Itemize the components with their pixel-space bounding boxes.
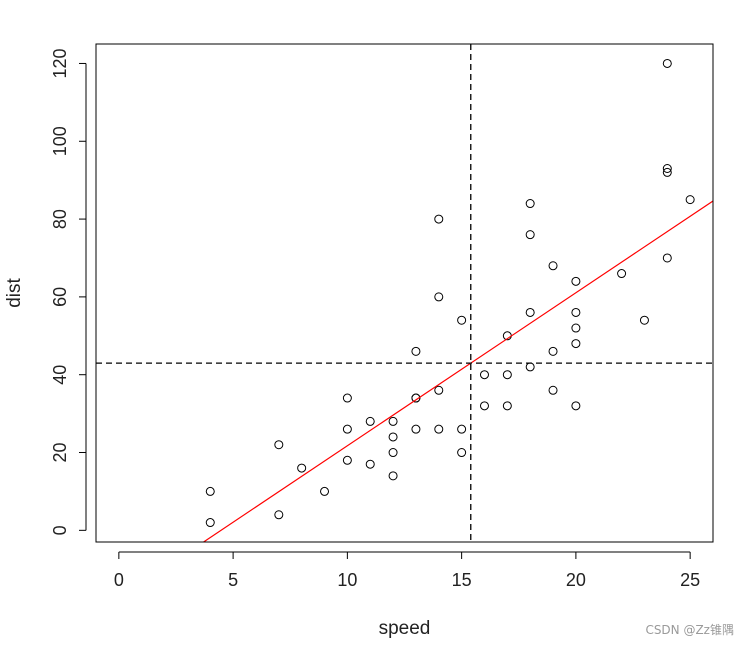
y-tick-label: 80 xyxy=(50,209,70,229)
data-point xyxy=(662,58,672,68)
x-tick-label: 5 xyxy=(228,570,238,590)
x-axis: 0 5 10 15 20 25 xyxy=(114,551,700,590)
y-tick-label: 20 xyxy=(50,443,70,463)
x-tick-label: 25 xyxy=(680,570,700,590)
y-tick-label: 120 xyxy=(50,48,70,78)
data-point xyxy=(365,459,375,469)
y-tick-label: 100 xyxy=(50,126,70,156)
data-point xyxy=(297,463,307,473)
points-layer xyxy=(205,58,695,528)
data-point xyxy=(388,432,398,442)
data-point xyxy=(571,401,581,411)
data-point xyxy=(388,416,398,426)
y-axis-title: dist xyxy=(4,278,25,308)
data-point xyxy=(205,518,215,528)
data-point xyxy=(434,424,444,434)
data-point xyxy=(571,307,581,317)
data-point xyxy=(457,448,467,458)
watermark: CSDN @Zz锥隅 xyxy=(645,623,734,637)
y-tick-label: 0 xyxy=(50,525,70,535)
data-point xyxy=(342,424,352,434)
data-point xyxy=(342,455,352,465)
data-point xyxy=(434,214,444,224)
data-point xyxy=(548,346,558,356)
data-point xyxy=(502,370,512,380)
data-point xyxy=(685,195,695,205)
y-axis: 0 20 40 60 80 100 120 xyxy=(50,48,87,535)
data-point xyxy=(548,261,558,271)
data-point xyxy=(411,424,421,434)
x-tick-label: 10 xyxy=(337,570,357,590)
plot-frame xyxy=(95,43,714,543)
data-point xyxy=(662,164,672,173)
regression-line xyxy=(202,200,713,542)
data-point xyxy=(639,315,649,325)
data-point xyxy=(662,167,672,177)
data-point xyxy=(411,346,421,356)
data-point xyxy=(434,385,444,395)
x-tick-label: 20 xyxy=(566,570,586,590)
data-point xyxy=(617,269,627,279)
data-point xyxy=(571,339,581,349)
data-point xyxy=(411,393,421,403)
data-point xyxy=(388,471,398,481)
data-point xyxy=(525,307,535,317)
data-point xyxy=(525,230,535,240)
data-point xyxy=(571,323,581,333)
data-point xyxy=(662,253,672,263)
data-point xyxy=(320,486,330,496)
data-point xyxy=(571,276,581,286)
lines-layer xyxy=(96,44,713,542)
data-point xyxy=(388,448,398,458)
y-tick-label: 40 xyxy=(50,365,70,385)
data-point xyxy=(457,424,467,434)
data-point xyxy=(274,510,284,520)
data-point xyxy=(434,292,444,302)
x-tick-label: 15 xyxy=(452,570,472,590)
data-point xyxy=(274,440,284,450)
x-tick-label: 0 xyxy=(114,570,124,590)
data-point xyxy=(548,385,558,395)
data-point xyxy=(457,315,467,325)
data-point xyxy=(479,401,489,411)
data-point xyxy=(365,416,375,426)
data-point xyxy=(205,486,215,496)
data-point xyxy=(502,401,512,411)
y-tick-label: 60 xyxy=(50,287,70,307)
data-point xyxy=(342,393,352,403)
data-point xyxy=(479,370,489,380)
data-point xyxy=(525,362,535,372)
data-point xyxy=(525,199,535,209)
x-axis-title: speed xyxy=(379,618,431,639)
